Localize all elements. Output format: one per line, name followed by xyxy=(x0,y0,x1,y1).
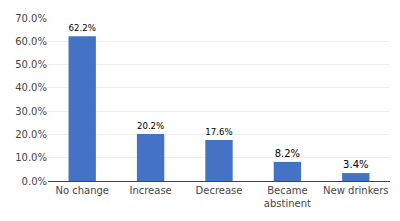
svg-text:20.0%: 20.0% xyxy=(15,129,47,140)
svg-text:17.6%: 17.6% xyxy=(205,127,232,137)
svg-text:60.0%: 60.0% xyxy=(15,36,47,47)
svg-text:62.2%: 62.2% xyxy=(69,23,96,33)
svg-text:Increase: Increase xyxy=(129,185,171,196)
svg-text:Becameabstinent: Becameabstinent xyxy=(264,185,311,209)
svg-text:30.0%: 30.0% xyxy=(15,106,47,117)
svg-text:3.4%: 3.4% xyxy=(343,159,368,170)
svg-text:0.0%: 0.0% xyxy=(22,176,47,187)
svg-text:20.2%: 20.2% xyxy=(137,121,164,131)
svg-text:8.2%: 8.2% xyxy=(275,148,300,159)
svg-text:No change: No change xyxy=(55,185,109,196)
svg-text:10.0%: 10.0% xyxy=(15,152,47,163)
svg-text:Decrease: Decrease xyxy=(196,185,243,196)
svg-text:50.0%: 50.0% xyxy=(15,59,47,70)
svg-text:New drinkers: New drinkers xyxy=(323,185,388,196)
svg-text:70.0%: 70.0% xyxy=(15,13,47,24)
svg-text:40.0%: 40.0% xyxy=(15,82,47,93)
